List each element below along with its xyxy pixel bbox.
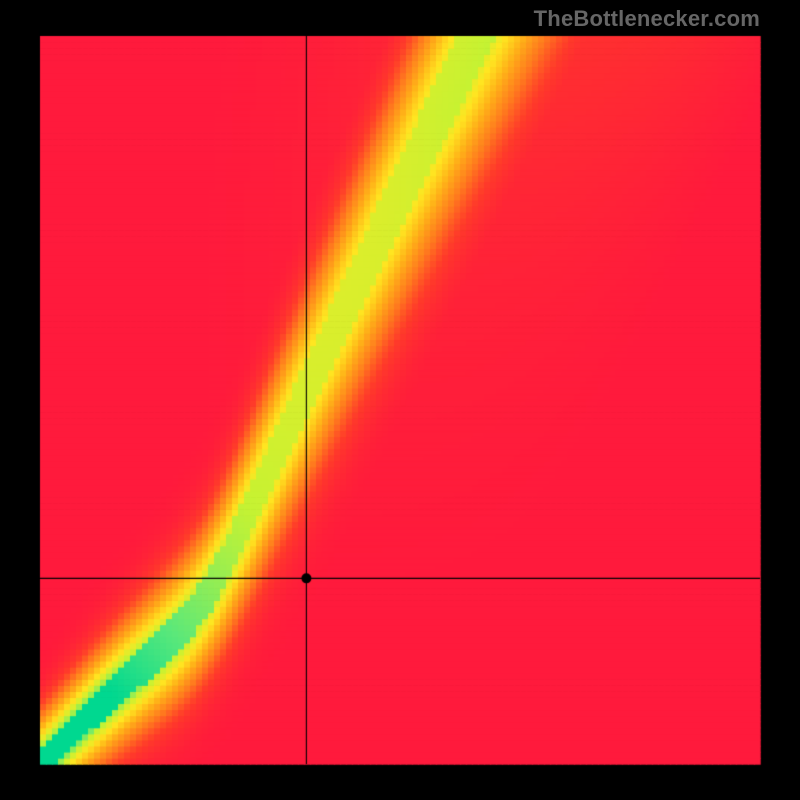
bottleneck-heatmap — [0, 0, 800, 800]
watermark-text: TheBottlenecker.com — [534, 6, 760, 32]
